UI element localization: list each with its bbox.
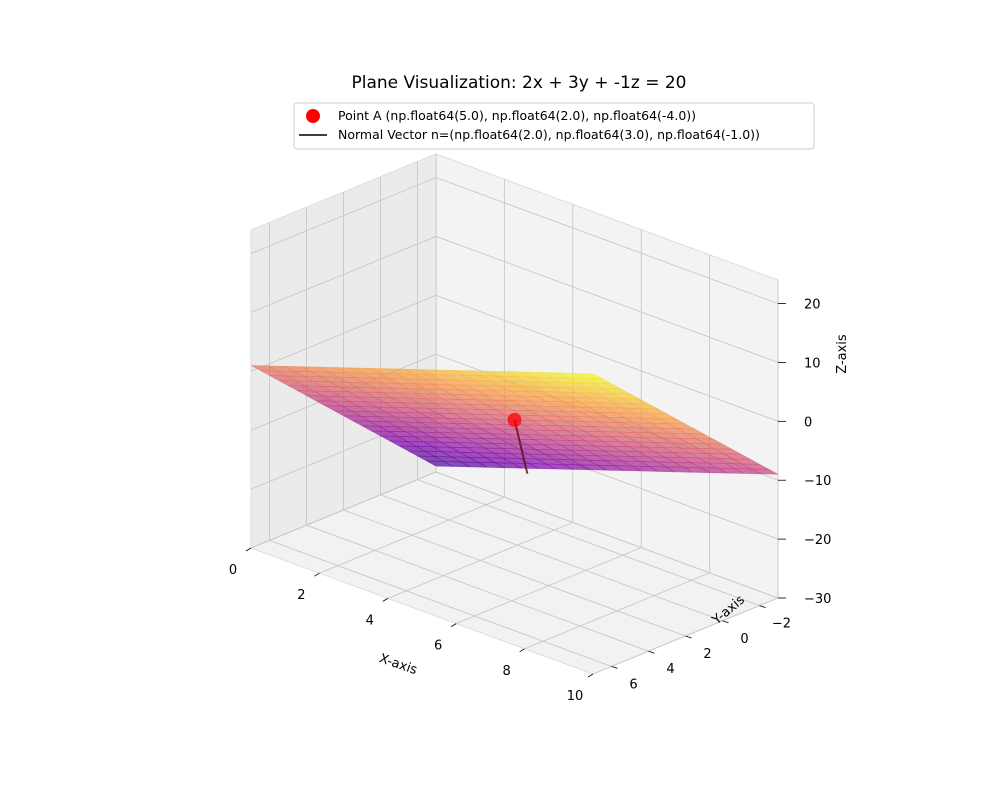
x-tick-mark <box>519 648 525 653</box>
y-tick-label: 2 <box>703 647 711 662</box>
legend-point-marker <box>306 109 320 123</box>
z-gridline <box>250 471 779 599</box>
x-tick-label: 2 <box>297 588 305 603</box>
y-tick-mark <box>722 620 729 624</box>
y-tick-mark <box>685 635 692 639</box>
z-tick-label: 10 <box>804 356 821 371</box>
x-tick-mark <box>587 673 594 678</box>
legend-normal-label: Normal Vector n=(np.float64(2.0), np.flo… <box>338 127 760 142</box>
z-tick-label: 20 <box>804 298 821 313</box>
z-tick-label: 0 <box>804 415 812 430</box>
x-tick-label: 0 <box>229 563 237 578</box>
z-tick-label: −10 <box>804 474 831 489</box>
x-tick-mark <box>450 623 457 627</box>
x-axis-label: X-axis <box>377 651 419 678</box>
y-tick-mark <box>759 605 766 608</box>
plane-patch <box>751 468 779 475</box>
x-tick-label: 8 <box>502 664 510 679</box>
x-tick-mark <box>314 572 320 577</box>
y-tick-mark <box>648 650 655 654</box>
chart-marks <box>507 412 529 475</box>
x-tick-mark <box>382 598 389 602</box>
z-gridline <box>250 177 779 305</box>
plane-surface <box>250 365 779 475</box>
y-tick-mark <box>611 666 618 669</box>
y-tick-label: 0 <box>740 632 748 647</box>
y-tick-label: 4 <box>666 662 674 677</box>
z-tick-label: −20 <box>804 533 831 548</box>
legend-box <box>293 102 815 150</box>
y-tick-label: 6 <box>629 677 637 692</box>
z-gridline <box>250 294 779 422</box>
y-tick-label: −2 <box>772 617 791 632</box>
x-tick-mark <box>245 547 252 552</box>
x-tick-label: 6 <box>434 639 442 654</box>
chart-title: Plane Visualization: 2x + 3y + -1z = 20 <box>352 73 687 93</box>
normal-vector-line <box>513 419 529 475</box>
z-axis-label: Z-axis <box>835 334 850 374</box>
z-tick-label: −30 <box>804 592 831 607</box>
legend-point-label: Point A (np.float64(5.0), np.float64(2.0… <box>338 108 696 123</box>
x-tick-label: 10 <box>567 689 584 704</box>
legend: Point A (np.float64(5.0), np.float64(2.0… <box>293 102 815 150</box>
z-gridline <box>250 235 779 363</box>
x-tick-label: 4 <box>366 613 374 628</box>
point-a-marker <box>507 412 522 427</box>
